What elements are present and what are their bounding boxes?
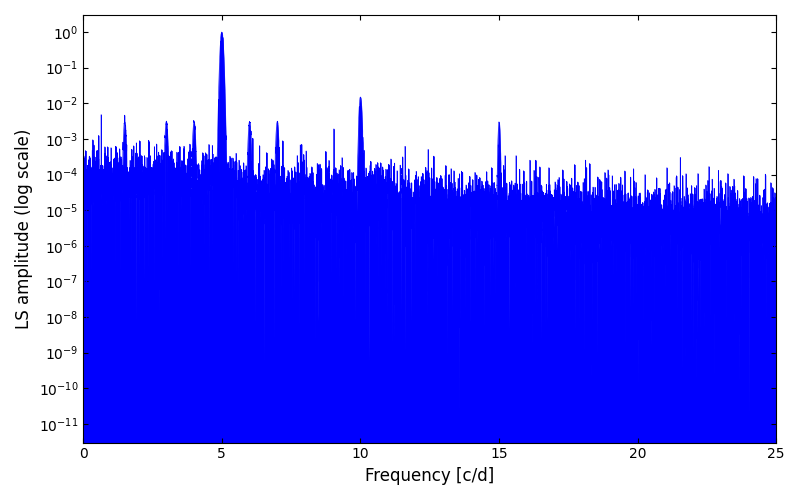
X-axis label: Frequency [c/d]: Frequency [c/d] bbox=[365, 467, 494, 485]
Y-axis label: LS amplitude (log scale): LS amplitude (log scale) bbox=[15, 128, 33, 329]
